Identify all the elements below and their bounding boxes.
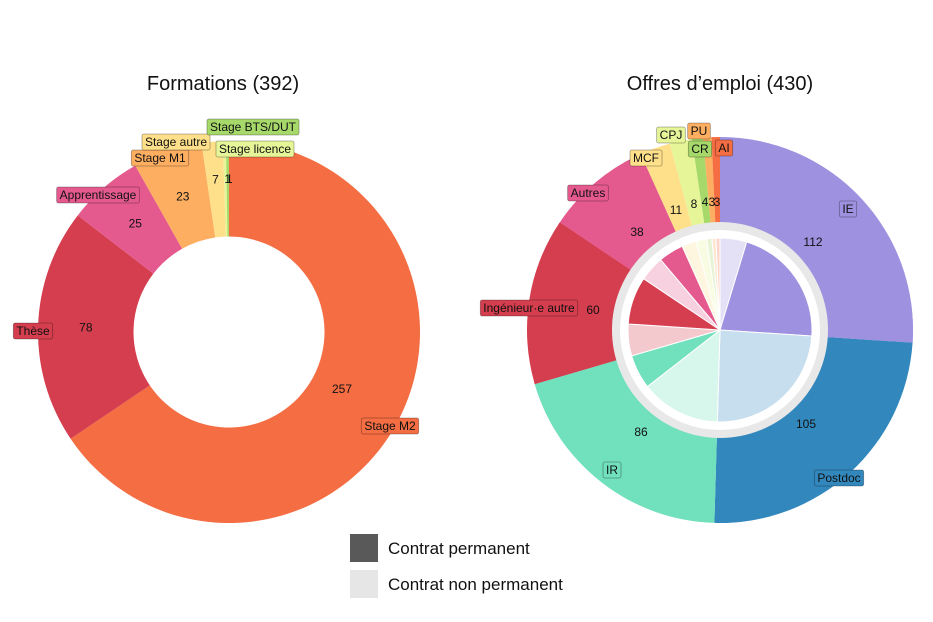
value-label-pu: 3 [709,195,716,209]
legend-swatch-permanent [350,534,378,562]
category-label-cr: CR [687,140,713,158]
value-label-ir: 86 [634,425,648,439]
category-label-pu: PU [687,122,711,140]
value-label-ingenieur-e-autre: 60 [586,303,600,317]
category-label-stage-bts-dut-text: Stage BTS/DUT [210,120,297,134]
slice-stage-autre [201,141,226,238]
slice-these [38,215,154,439]
value-label-mcf: 11 [670,203,683,217]
category-label-cpj-text: CPJ [660,128,683,142]
slice-stage-m1 [135,142,216,249]
category-label-postdoc: Postdoc [813,469,865,487]
legend: Contrat permanent Contrat non permanent [350,534,563,598]
value-label-autres: 38 [630,225,644,239]
value-label-cpj: 8 [691,197,698,211]
category-label-ir: IR [602,461,622,479]
category-label-autres: Autres [567,184,609,202]
category-label-ingenieur-e-autre-text: Ingénieur·e autre [483,301,575,315]
category-label-stage-m2: Stage M2 [360,417,420,435]
category-label-autres-text: Autres [571,186,606,200]
slice-stage-m2 [70,141,421,523]
value-label-stage-m2: 257 [332,382,352,396]
category-label-these: Thèse [12,322,54,340]
category-label-cr-text: CR [691,142,709,156]
value-label-cr: 4 [702,195,709,209]
value-label-these: 78 [79,320,93,334]
chart1-title: Formations (392) [147,73,299,95]
category-label-ir-text: IR [606,463,618,477]
category-label-mcf: MCF [629,149,663,167]
category-label-apprentissage: Apprentissage [56,186,140,204]
value-label-stage-bts-dut: 1 [224,172,231,186]
category-label-apprentissage-text: Apprentissage [60,188,137,202]
value-label-postdoc: 105 [796,417,816,431]
category-label-mcf-text: MCF [633,151,659,165]
category-label-stage-licence-text: Stage licence [219,142,291,156]
slice-stage-licence [222,141,228,237]
value-label-stage-licence: 1 [226,172,233,186]
category-label-postdoc-text: Postdoc [817,471,860,485]
category-label-these-text: Thèse [16,324,50,338]
legend-swatch-non-permanent [350,570,378,598]
category-label-pu-text: PU [691,124,708,138]
chart2-title: Offres d’emploi (430) [627,73,813,95]
category-label-ingenieur-e-autre: Ingénieur·e autre [479,299,579,317]
legend-label-non-permanent: Contrat non permanent [388,575,563,594]
category-label-cpj: CPJ [656,126,686,144]
category-label-ie: IE [838,200,858,218]
value-label-ie: 112 [803,235,822,249]
inner-non-permanent-ai [715,237,721,331]
value-label-stage-m1: 23 [176,189,190,203]
category-label-ai-text: AI [718,141,729,155]
category-label-stage-m2-text: Stage M2 [364,419,416,433]
category-label-ai: AI [714,139,734,157]
legend-label-permanent: Contrat permanent [388,539,530,558]
inner-permanent-ie [719,241,813,337]
category-label-stage-autre: Stage autre [141,133,211,151]
inner-non-permanent-postdoc [716,329,813,423]
category-label-stage-autre-text: Stage autre [145,135,207,149]
category-label-stage-m1-text: Stage M1 [134,151,186,165]
category-label-stage-m1: Stage M1 [130,149,190,167]
slice-stage-bts-dut [225,141,229,237]
category-label-ie-text: IE [842,202,853,216]
category-label-stage-bts-dut: Stage BTS/DUT [206,118,300,136]
value-label-apprentissage: 25 [129,217,143,231]
value-label-ai: 3 [714,195,721,209]
value-label-stage-autre: 7 [212,172,219,186]
offres-pie: 112 105 86 60 38 11 8 4 33 IE Postdoc IR Ingénieur·e… [479,122,913,523]
category-label-stage-licence: Stage licence [215,140,295,158]
